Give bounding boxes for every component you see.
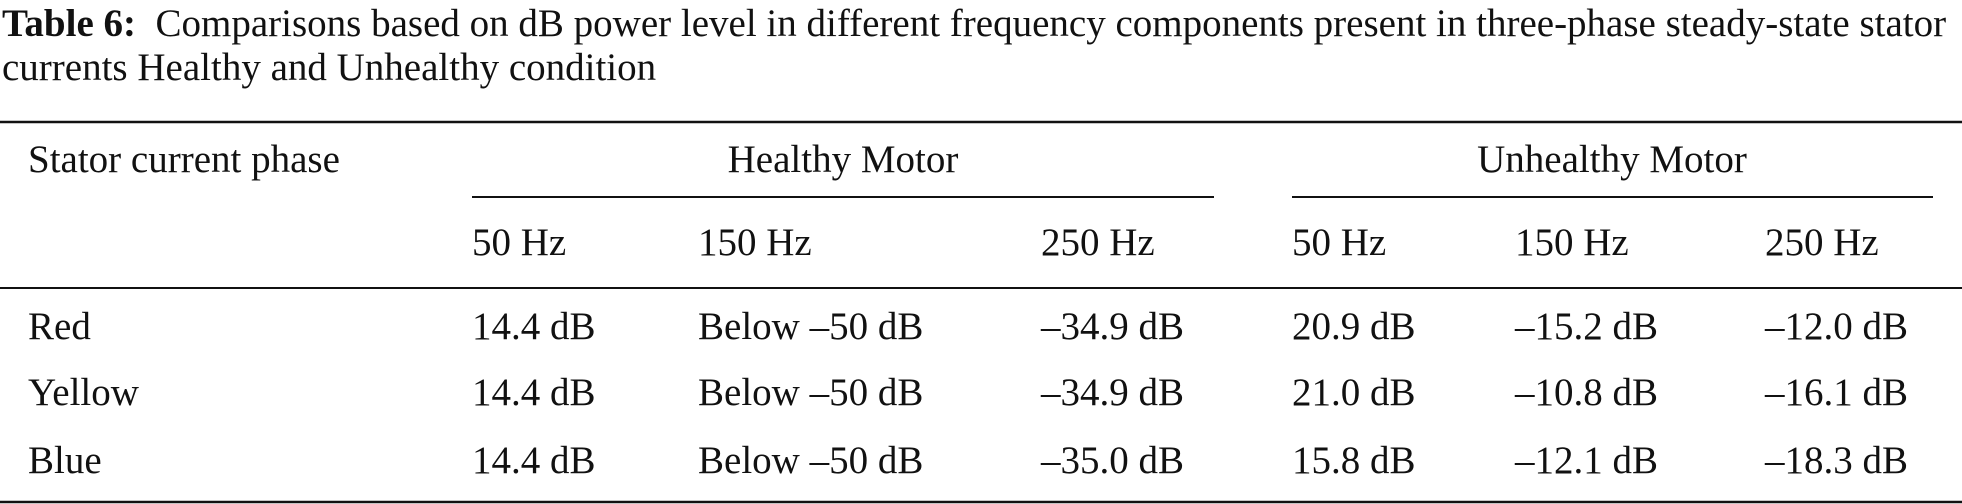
column-header: 50 Hz — [472, 221, 566, 264]
column-header: 50 Hz — [1292, 221, 1386, 264]
group-header: Unhealthy Motor — [1477, 138, 1747, 181]
cell: –34.9 dB — [1040, 371, 1184, 414]
row-header: Stator current phase — [28, 138, 340, 181]
row-label: Blue — [28, 439, 102, 482]
cell: –12.0 dB — [1764, 305, 1908, 348]
row-label: Red — [28, 305, 91, 348]
cell: 14.4 dB — [472, 439, 596, 482]
caption-label: Table 6: — [2, 2, 137, 45]
column-header: 150 Hz — [1515, 221, 1629, 264]
column-header: 250 Hz — [1041, 221, 1155, 264]
cell: 20.9 dB — [1292, 305, 1416, 348]
cell: –35.0 dB — [1040, 439, 1184, 482]
cell: 14.4 dB — [472, 305, 596, 348]
caption: Table 6: Comparisons based on dB power l… — [2, 2, 1957, 90]
column-header: 150 Hz — [698, 221, 812, 264]
cell: 14.4 dB — [472, 371, 596, 414]
cell: –15.2 dB — [1514, 305, 1658, 348]
cell: 21.0 dB — [1292, 371, 1416, 414]
caption-text: Comparisons based on dB power level in d… — [2, 2, 1947, 89]
column-header: 250 Hz — [1765, 221, 1879, 264]
cell: –12.1 dB — [1514, 439, 1658, 482]
cell: 15.8 dB — [1292, 439, 1416, 482]
cell: –18.3 dB — [1764, 439, 1908, 482]
cell: –10.8 dB — [1514, 371, 1658, 414]
cell: –16.1 dB — [1764, 371, 1908, 414]
cell: –34.9 dB — [1040, 305, 1184, 348]
cell: Below –50 dB — [698, 371, 923, 414]
cell: Below –50 dB — [698, 439, 923, 482]
cell: Below –50 dB — [698, 305, 923, 348]
row-label: Yellow — [28, 371, 139, 414]
group-header: Healthy Motor — [728, 138, 959, 181]
